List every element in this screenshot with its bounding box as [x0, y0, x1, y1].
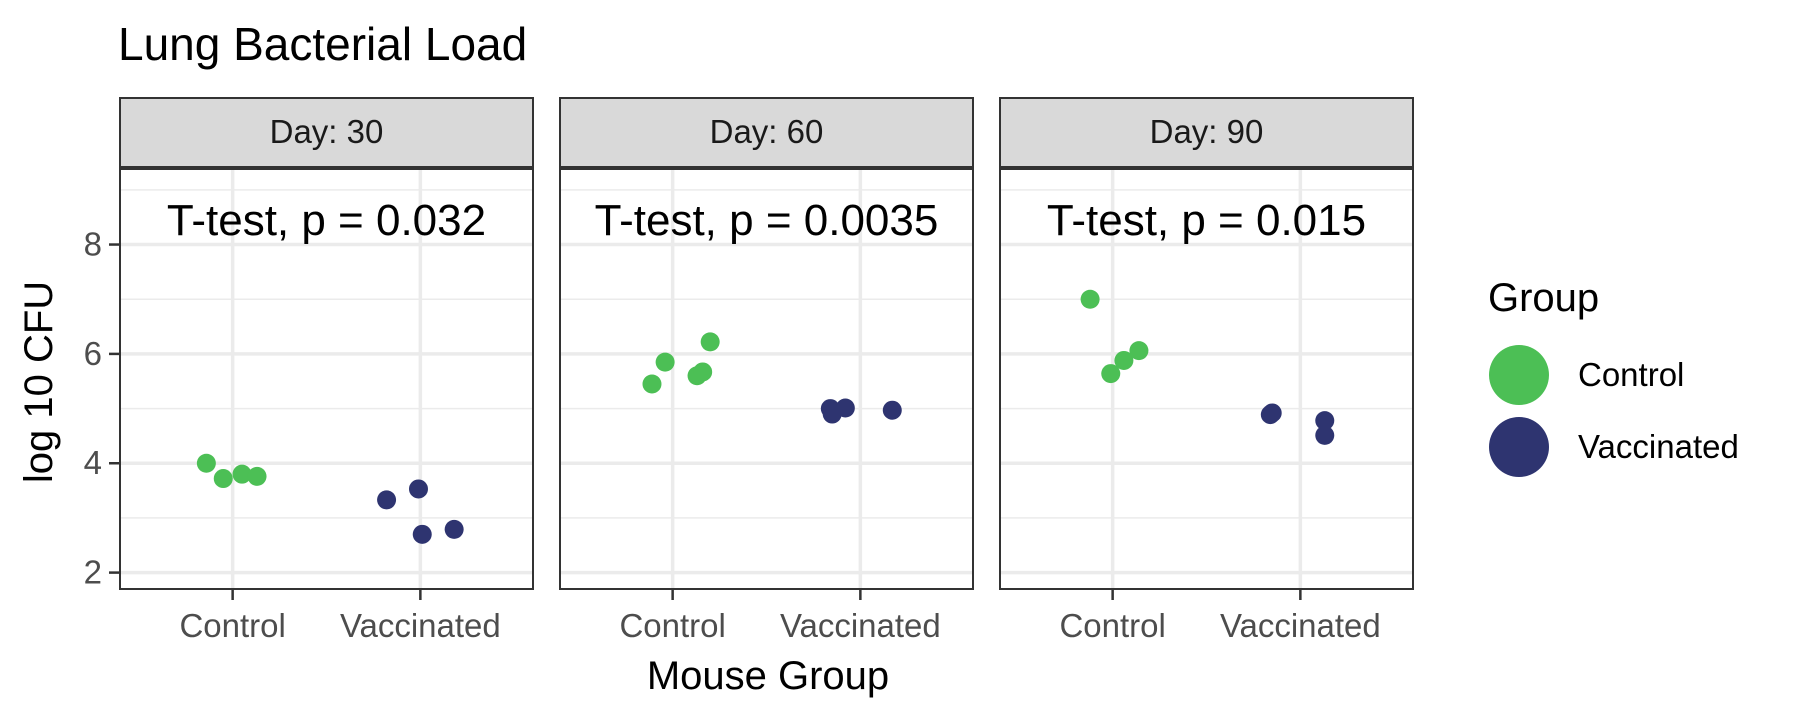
data-point-control: [196, 453, 216, 473]
legend-label: Vaccinated: [1578, 428, 1739, 465]
data-point-control: [232, 464, 252, 484]
legend-key-control: [1489, 345, 1549, 405]
x-tick-label: Vaccinated: [1220, 607, 1381, 644]
data-point-control: [1114, 350, 1134, 370]
legend-key-vaccinated: [1489, 417, 1549, 477]
legend-entries: Control Vaccinated: [1489, 345, 1739, 477]
data-point-control: [693, 362, 713, 382]
panel-background: [120, 168, 533, 589]
facet-strip: [119, 97, 534, 169]
panel-3: Day: 90 T-test, p = 0.015 Control Vaccinate…: [999, 97, 1414, 644]
facet-strip-label: Day: 90: [1150, 113, 1264, 150]
data-point-vaccinated: [1315, 425, 1335, 445]
legend: Group Control Vaccinated: [1488, 276, 1739, 477]
p-value-annotation: T-test, p = 0.0035: [595, 196, 939, 245]
major-gridlines: [120, 168, 533, 589]
x-tick-label: Vaccinated: [780, 607, 941, 644]
panel-background: [1000, 168, 1413, 589]
chart-title: Lung Bacterial Load: [118, 18, 527, 70]
facet-strip: [999, 97, 1414, 169]
major-gridlines: [560, 168, 973, 589]
facet-panels: Day: 30 T-test, p = 0.032 Control Vaccinate…: [84, 97, 1414, 644]
x-tick-label: Control: [619, 607, 725, 644]
data-point-vaccinated: [377, 490, 397, 510]
data-point-control: [247, 466, 267, 486]
data-point-vaccinated: [412, 524, 432, 544]
x-tick-label: Control: [179, 607, 285, 644]
data-point-vaccinated: [882, 400, 902, 420]
p-value-annotation: T-test, p = 0.032: [167, 196, 486, 245]
panel-1: Day: 30 T-test, p = 0.032 Control Vaccinate…: [84, 97, 534, 644]
data-point-control: [1080, 289, 1100, 309]
legend-title: Group: [1488, 276, 1599, 320]
y-axis-label: log 10 CFU: [17, 281, 61, 483]
data-point-vaccinated: [444, 519, 464, 539]
data-point-control: [655, 352, 675, 372]
data-point-control: [1129, 341, 1149, 361]
p-value-annotation: T-test, p = 0.015: [1047, 196, 1366, 245]
panel-background: [560, 168, 973, 589]
data-point-control: [213, 469, 233, 489]
data-points: [1080, 289, 1335, 445]
data-points: [196, 453, 464, 544]
data-point-control: [642, 374, 662, 394]
facet-strip-label: Day: 60: [710, 113, 824, 150]
data-point-vaccinated: [408, 479, 428, 499]
data-point-control: [1101, 364, 1121, 384]
data-point-vaccinated: [1315, 411, 1335, 431]
data-point-vaccinated: [835, 398, 855, 418]
x-axis-label: Mouse Group: [647, 654, 889, 698]
minor-gridlines: [560, 189, 973, 519]
legend-label: Control: [1578, 356, 1684, 393]
x-tick-label: Control: [1059, 607, 1165, 644]
major-gridlines: [1000, 168, 1413, 589]
y-tick-label: 8: [84, 226, 102, 263]
y-tick-label: 6: [84, 335, 102, 372]
facet-strip-label: Day: 30: [270, 113, 384, 150]
data-point-control: [700, 332, 720, 352]
y-tick-label: 4: [84, 444, 102, 481]
data-point-vaccinated: [1262, 403, 1282, 423]
x-tick-label: Vaccinated: [340, 607, 501, 644]
y-tick-label: 2: [84, 554, 102, 591]
minor-gridlines: [1000, 189, 1413, 519]
minor-gridlines: [120, 189, 533, 519]
panel-2: Day: 60 T-test, p = 0.0035 Control Vaccinat…: [559, 97, 974, 644]
data-points: [642, 332, 902, 424]
